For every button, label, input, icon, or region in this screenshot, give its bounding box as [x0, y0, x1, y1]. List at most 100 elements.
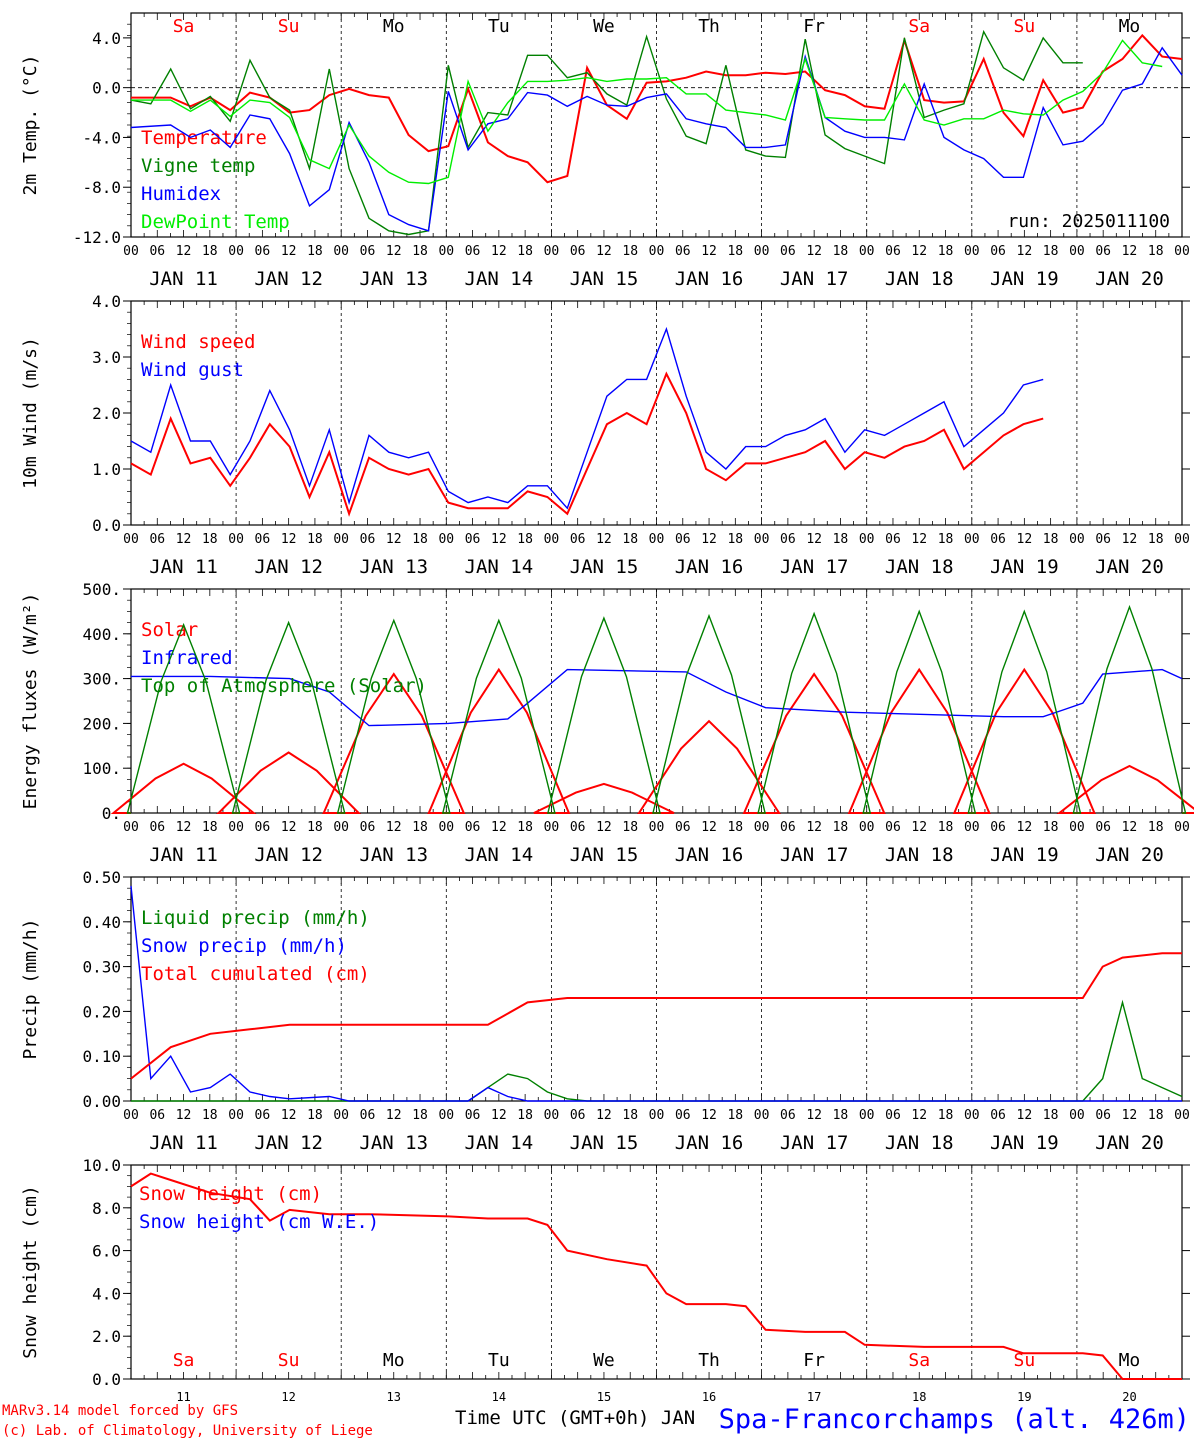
hour-tick-label: 12	[596, 244, 612, 259]
hour-tick-label: 12	[281, 1108, 297, 1123]
day-number-label: 19	[1017, 1390, 1031, 1404]
hour-tick-label: 00	[964, 532, 980, 547]
series-line-green	[126, 604, 1187, 814]
date-label: JAN 12	[254, 844, 323, 866]
hour-tick-label: 12	[1017, 532, 1033, 547]
hour-tick-label: 12	[386, 1108, 402, 1123]
hour-tick-label: 00	[754, 532, 770, 547]
weekday-label: Fr	[803, 16, 825, 37]
y-axis-label: 10m Wind (m/s)	[20, 337, 41, 489]
weekday-label: Th	[698, 16, 720, 37]
weekday-label: Mo	[383, 16, 405, 37]
series-line-red	[130, 1172, 1182, 1380]
legend-entry: Humidex	[141, 183, 221, 205]
hour-tick-label: 12	[491, 1108, 507, 1123]
legend-entry: Total cumulated (cm)	[141, 963, 370, 985]
legend-entry: Snow height (cm)	[139, 1183, 322, 1205]
y-tick-label: 10.0	[82, 1156, 121, 1175]
hour-tick-label: 12	[281, 820, 297, 835]
weekday-label: Sa	[173, 1350, 195, 1371]
date-label: JAN 16	[675, 844, 744, 866]
hour-tick-label: 06	[675, 244, 691, 259]
hour-tick-label: 00	[228, 1108, 244, 1123]
date-label: JAN 16	[675, 1132, 744, 1154]
hour-tick-label: 00	[754, 244, 770, 259]
day-number-label: 13	[387, 1390, 401, 1404]
hour-tick-label: 06	[465, 820, 481, 835]
weekday-label: Sa	[908, 16, 930, 37]
hour-tick-label: 12	[911, 820, 927, 835]
hour-tick-label: 06	[570, 244, 586, 259]
weekday-label: We	[593, 1350, 615, 1371]
hour-tick-label: 06	[465, 532, 481, 547]
hour-tick-label: 18	[307, 820, 323, 835]
y-tick-label: 4.0	[92, 292, 121, 311]
weekday-label: Su	[1014, 16, 1036, 37]
date-label: JAN 19	[990, 844, 1059, 866]
hour-tick-label: 12	[911, 1108, 927, 1123]
date-label: JAN 13	[359, 1132, 428, 1154]
date-label: JAN 20	[1095, 556, 1164, 578]
date-label: JAN 17	[780, 556, 849, 578]
weekday-label: Tu	[488, 16, 510, 37]
y-axis-label: Precip (mm/h)	[20, 919, 41, 1060]
date-label: JAN 18	[885, 1132, 954, 1154]
hour-tick-label: 18	[202, 820, 218, 835]
series-line-blue	[131, 668, 1183, 727]
hour-tick-label: 12	[911, 244, 927, 259]
hour-tick-label: 18	[1043, 1108, 1059, 1123]
y-tick-label: 2.0	[92, 404, 121, 423]
y-tick-label: 8.0	[92, 1199, 121, 1218]
hour-tick-label: 00	[964, 244, 980, 259]
hour-tick-label: 06	[255, 244, 271, 259]
footer-model: MARv3.14 model forced by GFS	[2, 1403, 238, 1419]
hour-tick-label: 06	[780, 820, 796, 835]
hour-tick-label: 18	[1148, 244, 1164, 259]
hour-tick-label: 06	[990, 820, 1006, 835]
hour-tick-label: 06	[885, 820, 901, 835]
y-tick-label: 0.30	[82, 958, 121, 977]
y-tick-label: 0.20	[82, 1002, 121, 1021]
hour-tick-label: 06	[570, 1108, 586, 1123]
hour-tick-label: 12	[701, 820, 717, 835]
hour-tick-label: 06	[149, 820, 165, 835]
hour-tick-label: 00	[1069, 1108, 1085, 1123]
hour-tick-label: 18	[833, 244, 849, 259]
panel-3: 500.400.300.200.100.0.Energy fluxes (W/m…	[20, 580, 1194, 866]
day-number-label: 11	[176, 1390, 190, 1404]
hour-tick-label: 00	[228, 244, 244, 259]
hour-tick-label: 06	[465, 244, 481, 259]
footer-lab: (c) Lab. of Climatology, University of L…	[2, 1423, 373, 1439]
hour-tick-label: 18	[833, 532, 849, 547]
hour-tick-label: 06	[675, 820, 691, 835]
date-label: JAN 18	[885, 844, 954, 866]
hour-tick-label: 12	[1017, 820, 1033, 835]
hour-tick-label: 00	[544, 1108, 560, 1123]
legend-entry: Vigne temp	[141, 155, 255, 177]
hour-tick-label: 12	[1122, 820, 1138, 835]
y-axis-label: Snow height (cm)	[20, 1185, 41, 1358]
day-number-label: 15	[597, 1390, 611, 1404]
hour-tick-label: 12	[491, 532, 507, 547]
hour-tick-label: 00	[859, 820, 875, 835]
day-number-label: 16	[702, 1390, 716, 1404]
hour-tick-label: 12	[281, 244, 297, 259]
hour-tick-label: 18	[938, 1108, 954, 1123]
hour-tick-label: 12	[596, 1108, 612, 1123]
date-label: JAN 13	[359, 268, 428, 290]
hour-tick-label: 18	[833, 1108, 849, 1123]
hour-tick-label: 12	[1122, 1108, 1138, 1123]
series-line-blue	[130, 885, 1182, 1102]
hour-tick-label: 18	[938, 820, 954, 835]
hour-tick-label: 18	[938, 244, 954, 259]
hour-tick-label: 18	[517, 1108, 533, 1123]
weekday-label: Su	[278, 1350, 300, 1371]
hour-tick-label: 06	[990, 532, 1006, 547]
y-tick-label: 400.	[82, 625, 121, 644]
hour-tick-label: 12	[806, 532, 822, 547]
hour-tick-label: 18	[202, 244, 218, 259]
hour-tick-label: 00	[438, 532, 454, 547]
y-tick-label: 0.0	[92, 516, 121, 535]
hour-tick-label: 12	[176, 1108, 192, 1123]
